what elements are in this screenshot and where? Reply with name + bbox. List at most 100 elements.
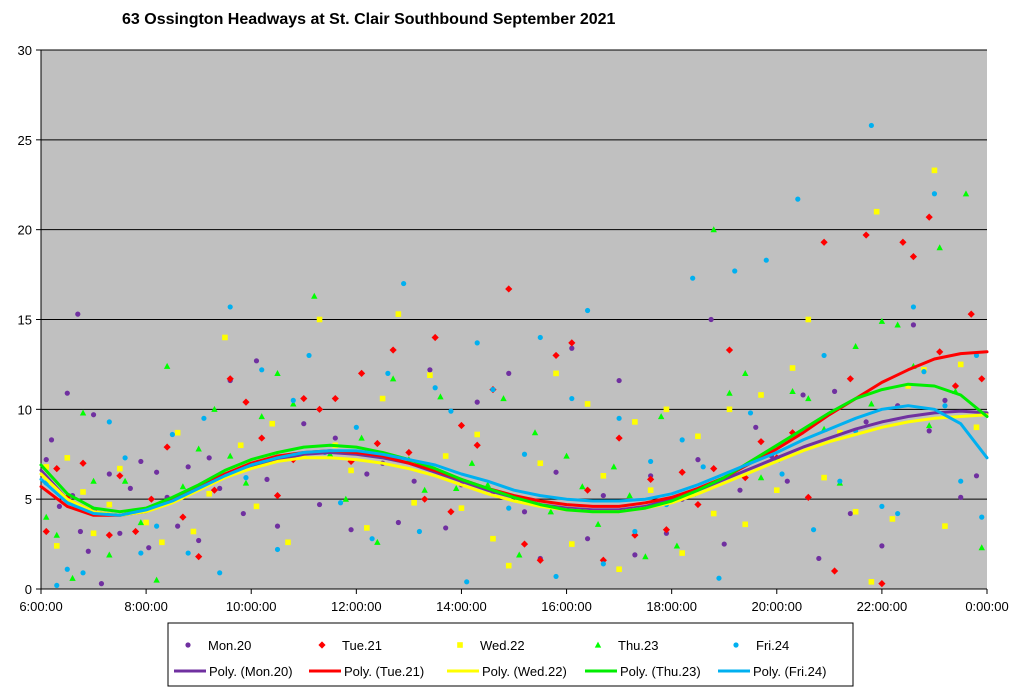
point-thu-23 — [79, 409, 87, 416]
point-fri-24 — [353, 424, 359, 430]
point-wed-22 — [395, 311, 402, 317]
point-mon-20 — [632, 552, 638, 558]
point-thu-23 — [500, 395, 507, 402]
point-tue-21 — [678, 468, 686, 476]
point-fri-24 — [700, 464, 706, 470]
point-mon-20 — [364, 471, 370, 477]
point-thu-23 — [121, 477, 129, 484]
point-tue-21 — [147, 495, 155, 503]
point-thu-23 — [894, 321, 901, 328]
point-thu-23 — [106, 551, 113, 558]
point-thu-23 — [43, 513, 50, 520]
trendline-poly-fri-24 — [39, 404, 989, 517]
point-wed-22 — [80, 489, 86, 495]
point-tue-21 — [373, 439, 381, 448]
point-fri-24 — [259, 367, 265, 373]
point-mon-20 — [117, 530, 123, 536]
legend-label-mon-20: Mon.20 — [208, 638, 251, 653]
point-tue-21 — [536, 556, 544, 564]
point-mon-20 — [616, 377, 622, 384]
point-thu-23 — [757, 474, 765, 481]
point-thu-23 — [852, 343, 859, 350]
point-tue-21 — [846, 375, 854, 383]
point-thu-23 — [153, 576, 160, 583]
point-wed-22 — [805, 316, 812, 323]
point-mon-20 — [106, 471, 112, 477]
point-wed-22 — [695, 433, 701, 440]
point-fri-24 — [837, 478, 843, 484]
point-mon-20 — [85, 548, 91, 554]
point-mon-20 — [569, 345, 575, 351]
point-fri-24 — [553, 573, 559, 580]
point-tue-21 — [132, 527, 140, 536]
point-fri-24 — [810, 527, 817, 533]
point-tue-21 — [315, 405, 324, 413]
x-tick-label: 20:00:00 — [751, 599, 802, 614]
point-fri-24 — [243, 475, 249, 481]
legend-label-poly-mon-20: Poly. (Mon.20) — [209, 664, 293, 679]
x-tick-label: 16:00:00 — [541, 599, 592, 614]
point-mon-20 — [301, 421, 307, 427]
point-fri-24 — [122, 455, 128, 461]
trendline-poly-wed-22 — [39, 413, 989, 517]
x-tick-label: 10:00:00 — [226, 599, 277, 614]
point-fri-24 — [106, 419, 112, 425]
point-wed-22 — [174, 429, 181, 436]
point-fri-24 — [306, 352, 312, 359]
point-mon-20 — [800, 392, 806, 398]
point-wed-22 — [931, 167, 938, 174]
point-fri-24 — [54, 582, 60, 589]
point-fri-24 — [895, 510, 901, 517]
point-wed-22 — [117, 465, 123, 472]
point-mon-20 — [863, 419, 869, 425]
point-fri-24 — [648, 458, 654, 465]
point-thu-23 — [925, 422, 933, 429]
point-mon-20 — [926, 428, 932, 434]
point-tue-21 — [862, 231, 870, 239]
point-wed-22 — [269, 420, 276, 427]
point-thu-23 — [389, 375, 397, 382]
legend-items: Mon.20 Tue.21 Wed.22 Thu.23 Fri.24 Poly. (Mon… — [174, 638, 826, 679]
point-fri-24 — [385, 370, 391, 376]
point-fri-24 — [369, 536, 375, 542]
point-fri-24 — [537, 334, 543, 341]
point-thu-23 — [642, 553, 649, 560]
point-thu-23 — [53, 531, 60, 538]
point-thu-23 — [137, 519, 145, 526]
point-fri-24 — [879, 503, 885, 509]
legend-label-wed-22: Wed.22 — [480, 638, 525, 653]
point-wed-22 — [348, 467, 354, 474]
point-thu-23 — [710, 226, 717, 233]
point-mon-20 — [196, 537, 202, 544]
legend-swatch-wed-22 — [457, 642, 463, 648]
point-fri-24 — [921, 369, 927, 375]
point-mon-20 — [43, 457, 49, 463]
point-thu-23 — [437, 393, 444, 400]
point-wed-22 — [490, 535, 496, 542]
point-thu-23 — [242, 479, 250, 486]
point-tue-21 — [757, 438, 765, 446]
point-wed-22 — [237, 442, 244, 449]
point-wed-22 — [316, 316, 323, 323]
point-fri-24 — [337, 500, 344, 506]
point-wed-22 — [106, 501, 113, 508]
point-fri-24 — [506, 505, 512, 511]
x-tick-label: 22:00:00 — [857, 599, 908, 614]
point-thu-23 — [421, 486, 428, 493]
point-mon-20 — [506, 370, 512, 376]
point-fri-24 — [716, 575, 722, 581]
point-tue-21 — [951, 382, 960, 390]
point-tue-21 — [583, 486, 592, 494]
point-thu-23 — [936, 244, 943, 251]
point-mon-20 — [332, 435, 338, 441]
point-tue-21 — [79, 459, 87, 467]
point-fri-24 — [185, 550, 191, 556]
point-wed-22 — [474, 431, 481, 438]
point-mon-20 — [942, 397, 948, 403]
x-axis: 6:00:00 8:00:00 10:00:00 12:00:00 14:00:00 16… — [19, 588, 1009, 614]
x-tick-label: 6:00:00 — [19, 599, 62, 614]
point-tue-21 — [421, 495, 429, 503]
y-tick-label: 20 — [18, 223, 32, 238]
point-fri-24 — [600, 561, 606, 567]
point-tue-21 — [615, 434, 623, 442]
